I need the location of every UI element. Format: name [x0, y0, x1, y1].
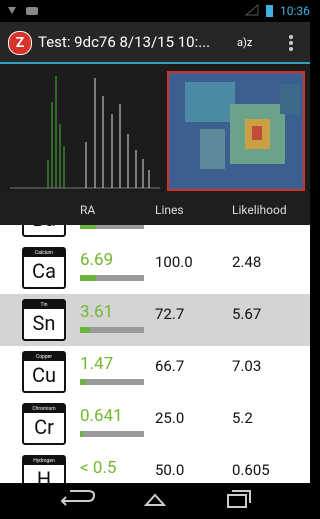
lines-value: 72.7	[155, 305, 184, 323]
title: Test: 9dc76 8/13/15 10:...	[38, 33, 210, 51]
ra-bar-fill	[80, 431, 83, 437]
list-row[interactable]: Copper Cu 1.47 66.7 7.03	[0, 346, 310, 399]
overflow-menu[interactable]	[288, 34, 294, 52]
element-tile: Tin Sn	[22, 299, 66, 341]
element-symbol: Cr	[24, 415, 64, 439]
ra-value: 3.61	[80, 302, 113, 322]
likelihood-value: 7.03	[232, 357, 261, 375]
ra-value: 0.641	[80, 406, 123, 426]
ra-bar	[80, 379, 144, 385]
ra-bar	[80, 275, 144, 281]
element-tile: Chromium Cr	[22, 403, 66, 445]
list-row[interactable]: Chromium Cr 0.641 25.0 5.2	[0, 398, 310, 451]
status-bar: 10:36	[0, 0, 310, 22]
element-symbol: Cu	[24, 363, 64, 387]
list-row[interactable]: Ba19.560.0239.0	[0, 225, 310, 243]
element-symbol: Ba	[24, 225, 64, 231]
list-row[interactable]: Calcium Ca 6.69 100.0 2.48	[0, 242, 310, 295]
ra-bar	[80, 327, 144, 333]
column-header[interactable]: RA	[80, 203, 95, 217]
ra-bar-fill	[80, 275, 96, 281]
element-list: Ba19.560.0239.0 Calcium Ca 6.69 100.0 2.48 Tin…	[0, 225, 310, 483]
list-row[interactable]: Tin Sn 3.61 72.7 5.67	[0, 294, 310, 347]
screen: 10:36 Z Test: 9dc76 8/13/15 10:... a)z R…	[0, 0, 310, 519]
ra-bar	[80, 225, 144, 229]
sort-button[interactable]: a)z	[237, 36, 252, 49]
element-name: Chromium	[24, 405, 64, 413]
spectrum-preview	[0, 64, 310, 194]
element-tile: Ba	[22, 225, 66, 237]
back-button[interactable]	[62, 491, 94, 505]
signal-battery	[244, 3, 278, 19]
lines-value: 100.0	[155, 253, 193, 271]
element-name: Calcium	[24, 249, 64, 257]
element-name: Tin	[24, 301, 64, 309]
ra-bar-fill	[80, 327, 90, 333]
ra-bar-fill	[80, 379, 86, 385]
ra-value: 6.69	[80, 250, 113, 270]
element-symbol: H	[24, 467, 64, 483]
ra-bar-fill	[80, 225, 96, 229]
list-row[interactable]: Hydrogen H < 0.5 50.0 0.605	[0, 450, 310, 483]
nav-bar	[0, 483, 310, 519]
element-symbol: Ca	[24, 259, 64, 283]
column-header[interactable]: Lines	[155, 203, 184, 217]
lines-value: 25.0	[155, 409, 184, 427]
likelihood-value: 5.67	[232, 305, 261, 323]
action-bar: Z Test: 9dc76 8/13/15 10:... a)z	[0, 22, 310, 64]
app-logo[interactable]: Z	[8, 31, 32, 55]
element-tile: Hydrogen H	[22, 455, 66, 483]
element-name: Copper	[24, 353, 64, 361]
element-name: Hydrogen	[24, 457, 64, 465]
element-symbol: Sn	[24, 311, 64, 335]
home-button[interactable]	[146, 495, 164, 505]
likelihood-value: 0.605	[232, 461, 270, 479]
table-header: RA Lines Likelihood	[0, 194, 310, 225]
column-header[interactable]: Likelihood	[232, 203, 287, 217]
ra-value: 1.47	[80, 354, 113, 374]
likelihood-value: 2.48	[232, 253, 261, 271]
ra-bar	[80, 431, 144, 437]
recents-button[interactable]	[228, 491, 250, 507]
lines-value: 66.7	[155, 357, 184, 375]
status-icons	[6, 4, 46, 18]
likelihood-value: 5.2	[232, 409, 253, 427]
element-tile: Copper Cu	[22, 351, 66, 393]
lines-value: 50.0	[155, 461, 184, 479]
ra-value: < 0.5	[80, 458, 116, 478]
element-tile: Calcium Ca	[22, 247, 66, 289]
clock: 10:36	[280, 4, 310, 18]
